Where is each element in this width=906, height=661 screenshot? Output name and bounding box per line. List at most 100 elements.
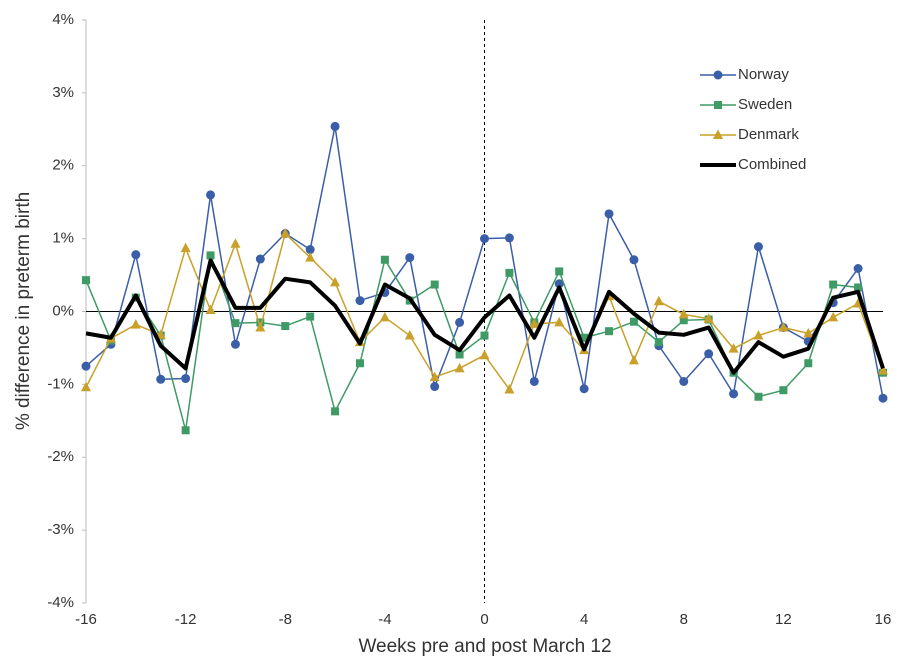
marker <box>554 316 565 327</box>
marker <box>306 312 315 321</box>
marker <box>754 392 763 401</box>
marker <box>878 365 888 375</box>
marker <box>629 255 639 265</box>
marker <box>678 308 689 319</box>
marker <box>181 426 190 435</box>
marker <box>331 407 340 416</box>
legend-marker <box>714 101 722 109</box>
marker <box>803 327 814 338</box>
marker <box>379 311 390 322</box>
marker <box>404 330 415 340</box>
y-tick-label: 1% <box>52 230 74 247</box>
marker <box>455 350 464 359</box>
y-axis-title: % difference in preterm birth <box>13 192 34 430</box>
marker <box>230 339 240 349</box>
y-tick-label: -4% <box>47 594 74 611</box>
marker <box>455 317 465 327</box>
marker <box>679 376 689 386</box>
marker <box>429 371 440 382</box>
x-axis-title: Weeks pre and post March 12 <box>358 636 611 657</box>
marker <box>355 296 365 306</box>
marker <box>580 333 589 342</box>
series-line <box>85 258 885 375</box>
legend-label: Norway <box>738 66 789 83</box>
marker <box>454 362 465 373</box>
marker <box>355 359 364 368</box>
marker <box>529 376 539 386</box>
marker <box>479 349 490 360</box>
marker <box>81 381 91 392</box>
marker <box>206 190 216 200</box>
marker <box>280 228 291 238</box>
marker <box>255 254 265 264</box>
marker <box>205 304 216 315</box>
x-tick-label: 12 <box>775 611 792 628</box>
marker <box>330 121 340 131</box>
marker <box>629 317 638 326</box>
x-tick-label: 16 <box>875 611 892 628</box>
marker <box>430 382 440 392</box>
x-tick-label: 8 <box>680 611 688 628</box>
marker <box>804 359 813 368</box>
marker <box>380 255 389 264</box>
marker <box>181 374 191 384</box>
y-tick-label: 4% <box>52 11 74 28</box>
marker <box>505 268 514 277</box>
y-tick-label: -3% <box>47 521 74 538</box>
marker <box>653 295 664 306</box>
legend-marker <box>713 70 723 80</box>
marker <box>281 322 290 331</box>
marker <box>255 322 266 332</box>
marker <box>504 383 515 394</box>
y-tick-label: 0% <box>52 302 74 319</box>
marker <box>504 233 514 243</box>
marker <box>480 234 489 244</box>
legend-marker <box>713 129 723 139</box>
marker <box>828 311 839 322</box>
y-tick-label: -2% <box>47 448 74 465</box>
x-tick-label: -12 <box>175 611 197 628</box>
marker <box>81 361 91 371</box>
marker <box>728 343 739 353</box>
marker <box>829 280 838 289</box>
marker <box>131 250 141 260</box>
x-tick-label: -16 <box>75 611 97 628</box>
marker <box>430 280 439 289</box>
marker <box>628 354 639 365</box>
marker <box>779 386 788 395</box>
marker <box>753 242 763 252</box>
marker <box>230 238 241 248</box>
marker <box>579 384 589 394</box>
legend-label: Denmark <box>738 126 799 143</box>
marker <box>729 389 739 399</box>
marker <box>82 276 90 285</box>
y-tick-label: 3% <box>52 84 74 101</box>
legend-label: Combined <box>738 156 806 173</box>
marker <box>554 279 564 289</box>
marker <box>654 338 663 347</box>
y-tick-label: -1% <box>47 375 74 392</box>
y-tick-label: 2% <box>52 157 74 174</box>
marker <box>206 251 215 260</box>
marker <box>605 327 614 336</box>
marker <box>854 283 863 292</box>
x-tick-label: -8 <box>279 611 292 628</box>
x-tick-label: -4 <box>378 611 391 628</box>
marker <box>555 267 564 276</box>
marker <box>130 319 141 329</box>
marker <box>529 318 540 328</box>
legend-label: Sweden <box>738 96 792 113</box>
marker <box>778 322 789 332</box>
marker <box>753 330 764 340</box>
marker <box>679 316 688 325</box>
marker <box>231 319 240 328</box>
marker <box>180 242 191 253</box>
x-tick-label: 4 <box>580 611 588 628</box>
marker <box>853 264 863 274</box>
marker <box>704 349 714 359</box>
marker <box>330 276 341 287</box>
marker <box>480 331 489 340</box>
marker <box>305 252 316 262</box>
marker <box>305 245 315 255</box>
